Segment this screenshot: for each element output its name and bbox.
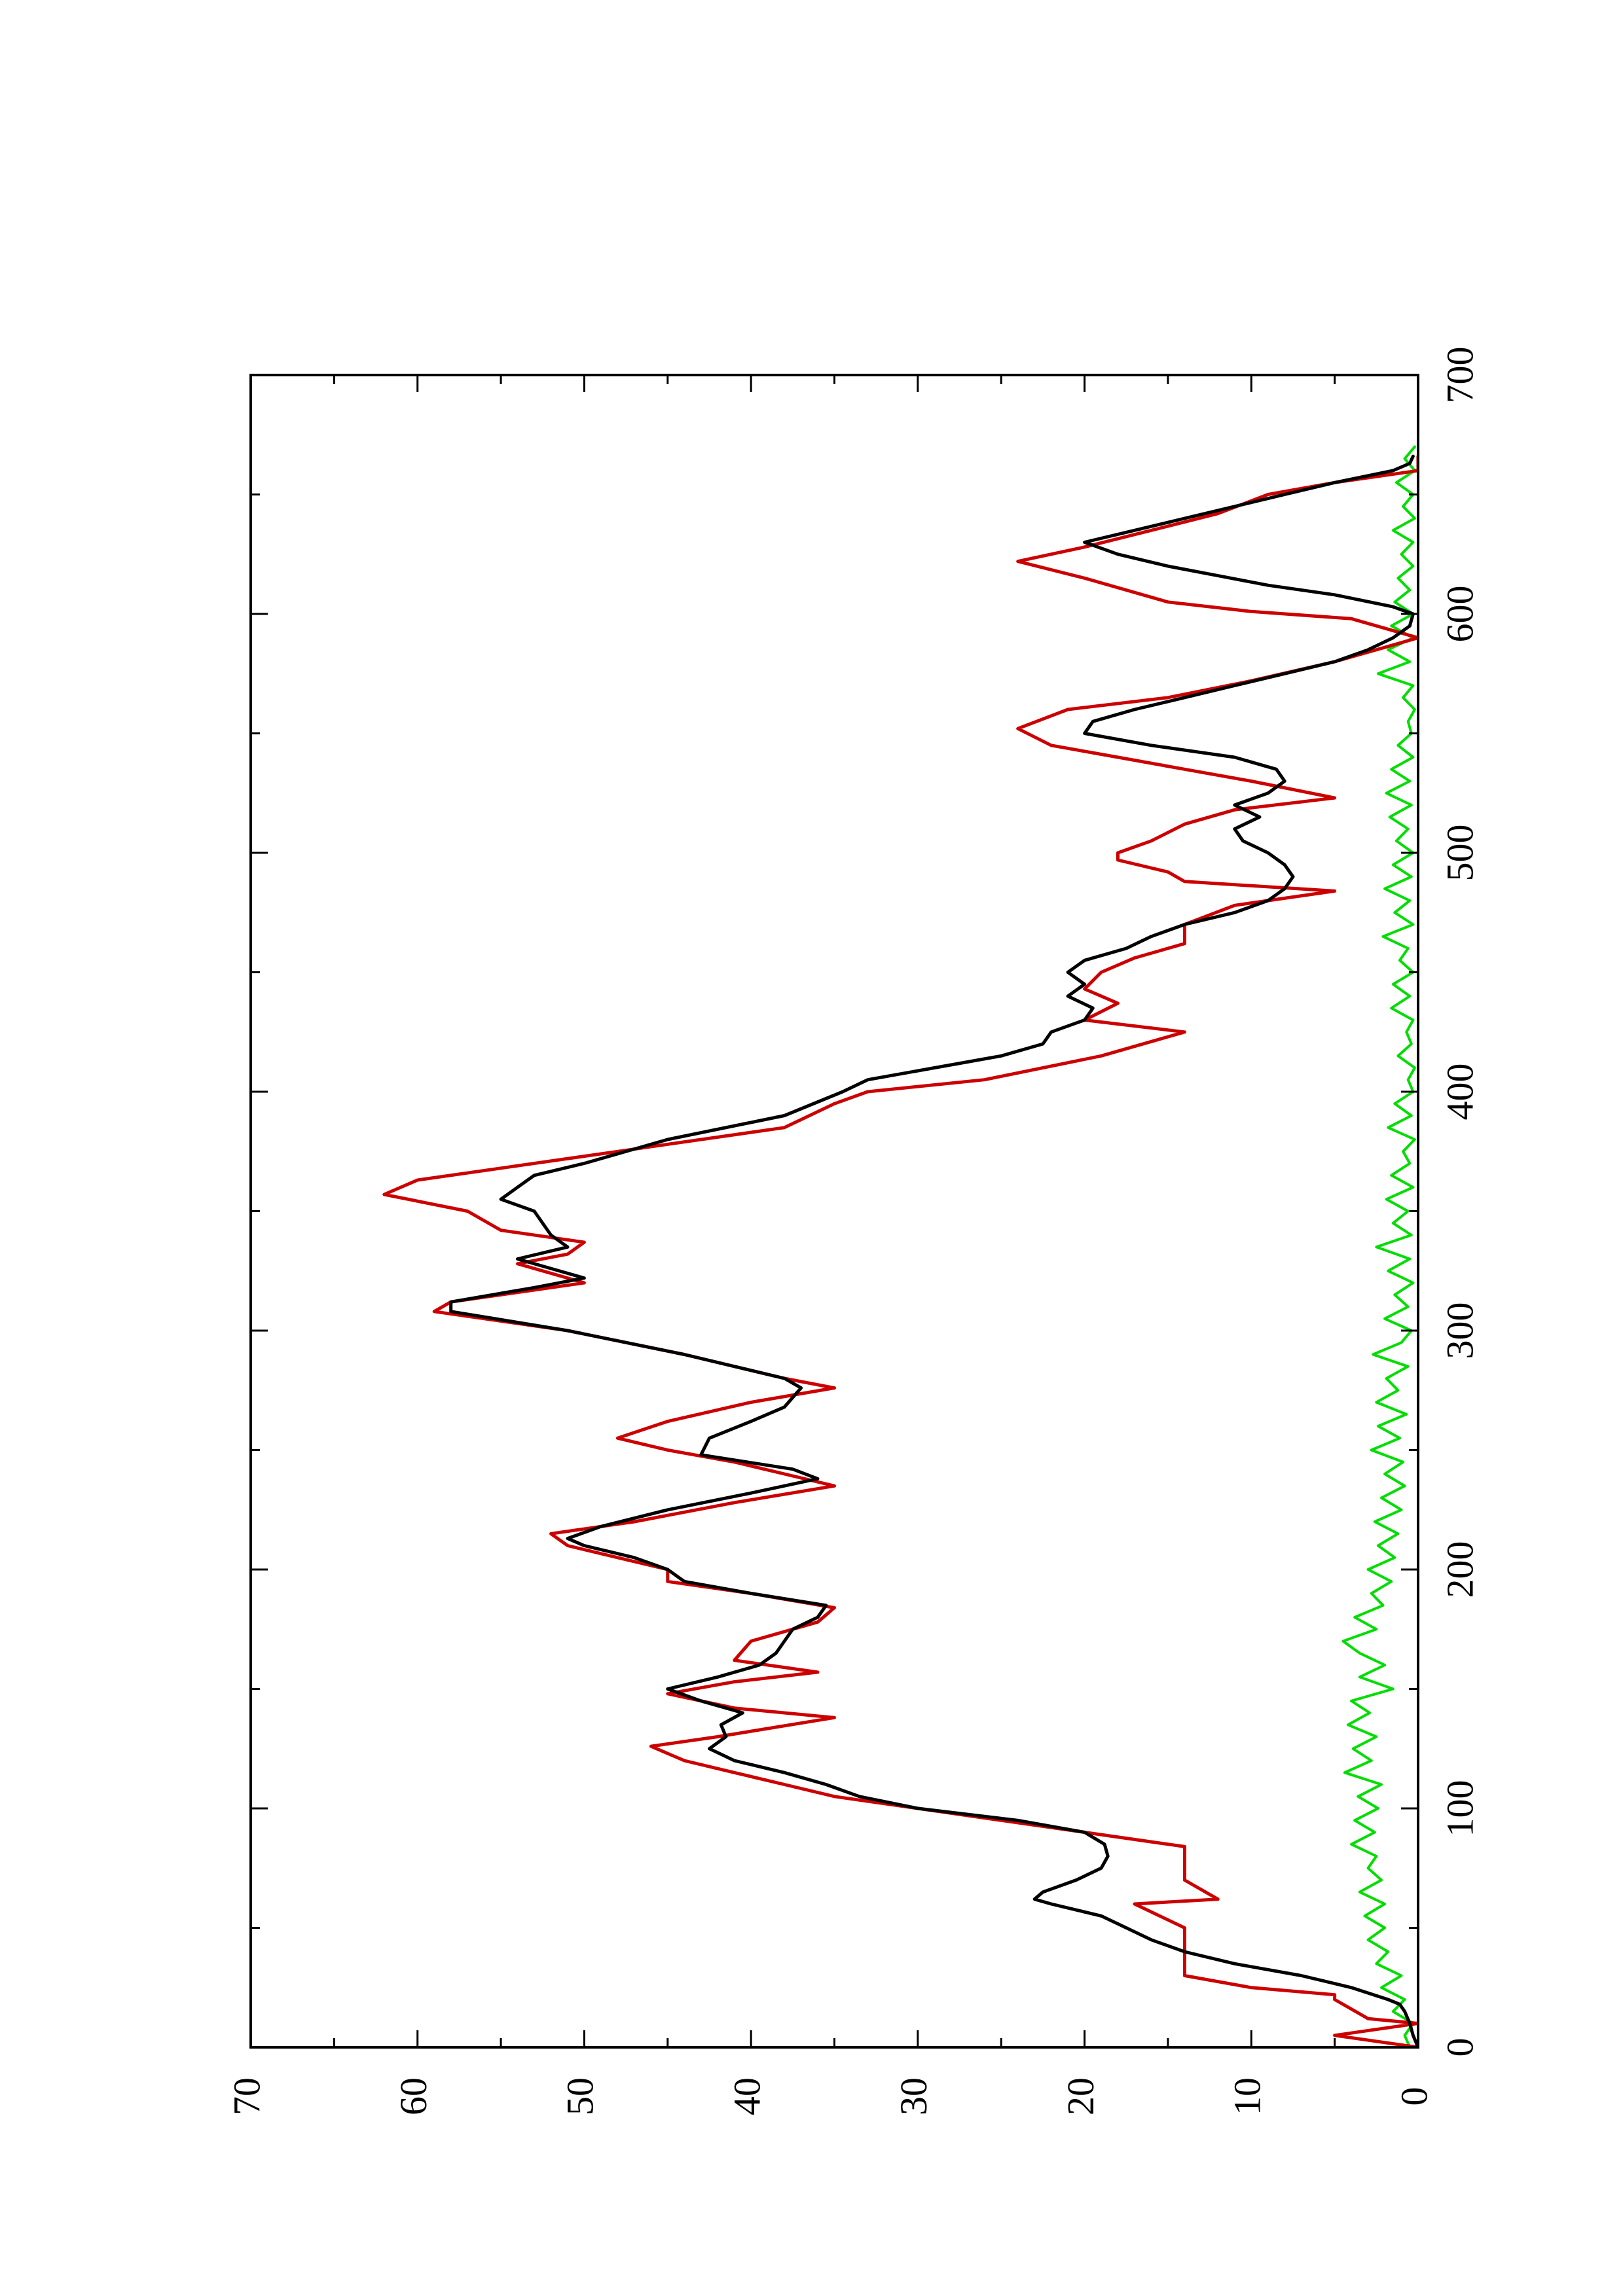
plot-area xyxy=(382,445,1418,2047)
x-tick-label: 600 xyxy=(1438,586,1481,643)
x-tick-label: 0 xyxy=(1438,2038,1481,2057)
series-line-black xyxy=(449,454,1418,2047)
x-tick-label: 500 xyxy=(1438,825,1481,882)
series-line-green xyxy=(1341,445,1416,2047)
y-tick-label: 20 xyxy=(1059,2077,1102,2115)
x-tick-label: 400 xyxy=(1438,1064,1481,1121)
y-tick-label: 10 xyxy=(1226,2077,1269,2115)
tick-labels: 0 100 200 300 400 500 600 700 0 10 20 30 40 50 60 70 xyxy=(225,347,1481,2116)
x-tick-label: 700 xyxy=(1438,347,1481,404)
ticks-layer xyxy=(249,374,1419,2049)
series-layer xyxy=(382,445,1418,2047)
series-line-red xyxy=(382,454,1418,2047)
y-tick-label: 60 xyxy=(392,2077,435,2115)
x-tick-label: 200 xyxy=(1438,1541,1481,1598)
x-tick-label: 300 xyxy=(1438,1302,1481,1359)
y-tick-label: 50 xyxy=(559,2077,602,2115)
x-tick-label: 100 xyxy=(1438,1780,1481,1837)
y-tick-label: 70 xyxy=(225,2077,268,2115)
y-tick-label: 30 xyxy=(892,2077,935,2115)
y-tick-label: 0 xyxy=(1393,2087,1435,2106)
y-tick-label: 40 xyxy=(725,2077,768,2115)
